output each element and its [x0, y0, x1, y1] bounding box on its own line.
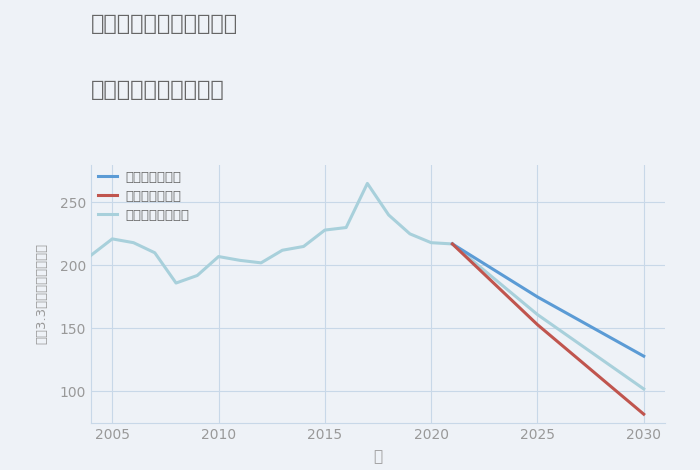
Text: 東京都江戸川区西篠崎の: 東京都江戸川区西篠崎の: [91, 14, 238, 34]
Legend: グッドシナリオ, バッドシナリオ, ノーマルシナリオ: グッドシナリオ, バッドシナリオ, ノーマルシナリオ: [97, 171, 189, 222]
Y-axis label: 坪（3.3㎡）単価（万円）: 坪（3.3㎡）単価（万円）: [36, 243, 49, 345]
Text: 中古戸建ての価格推移: 中古戸建ての価格推移: [91, 80, 225, 100]
X-axis label: 年: 年: [373, 449, 383, 464]
